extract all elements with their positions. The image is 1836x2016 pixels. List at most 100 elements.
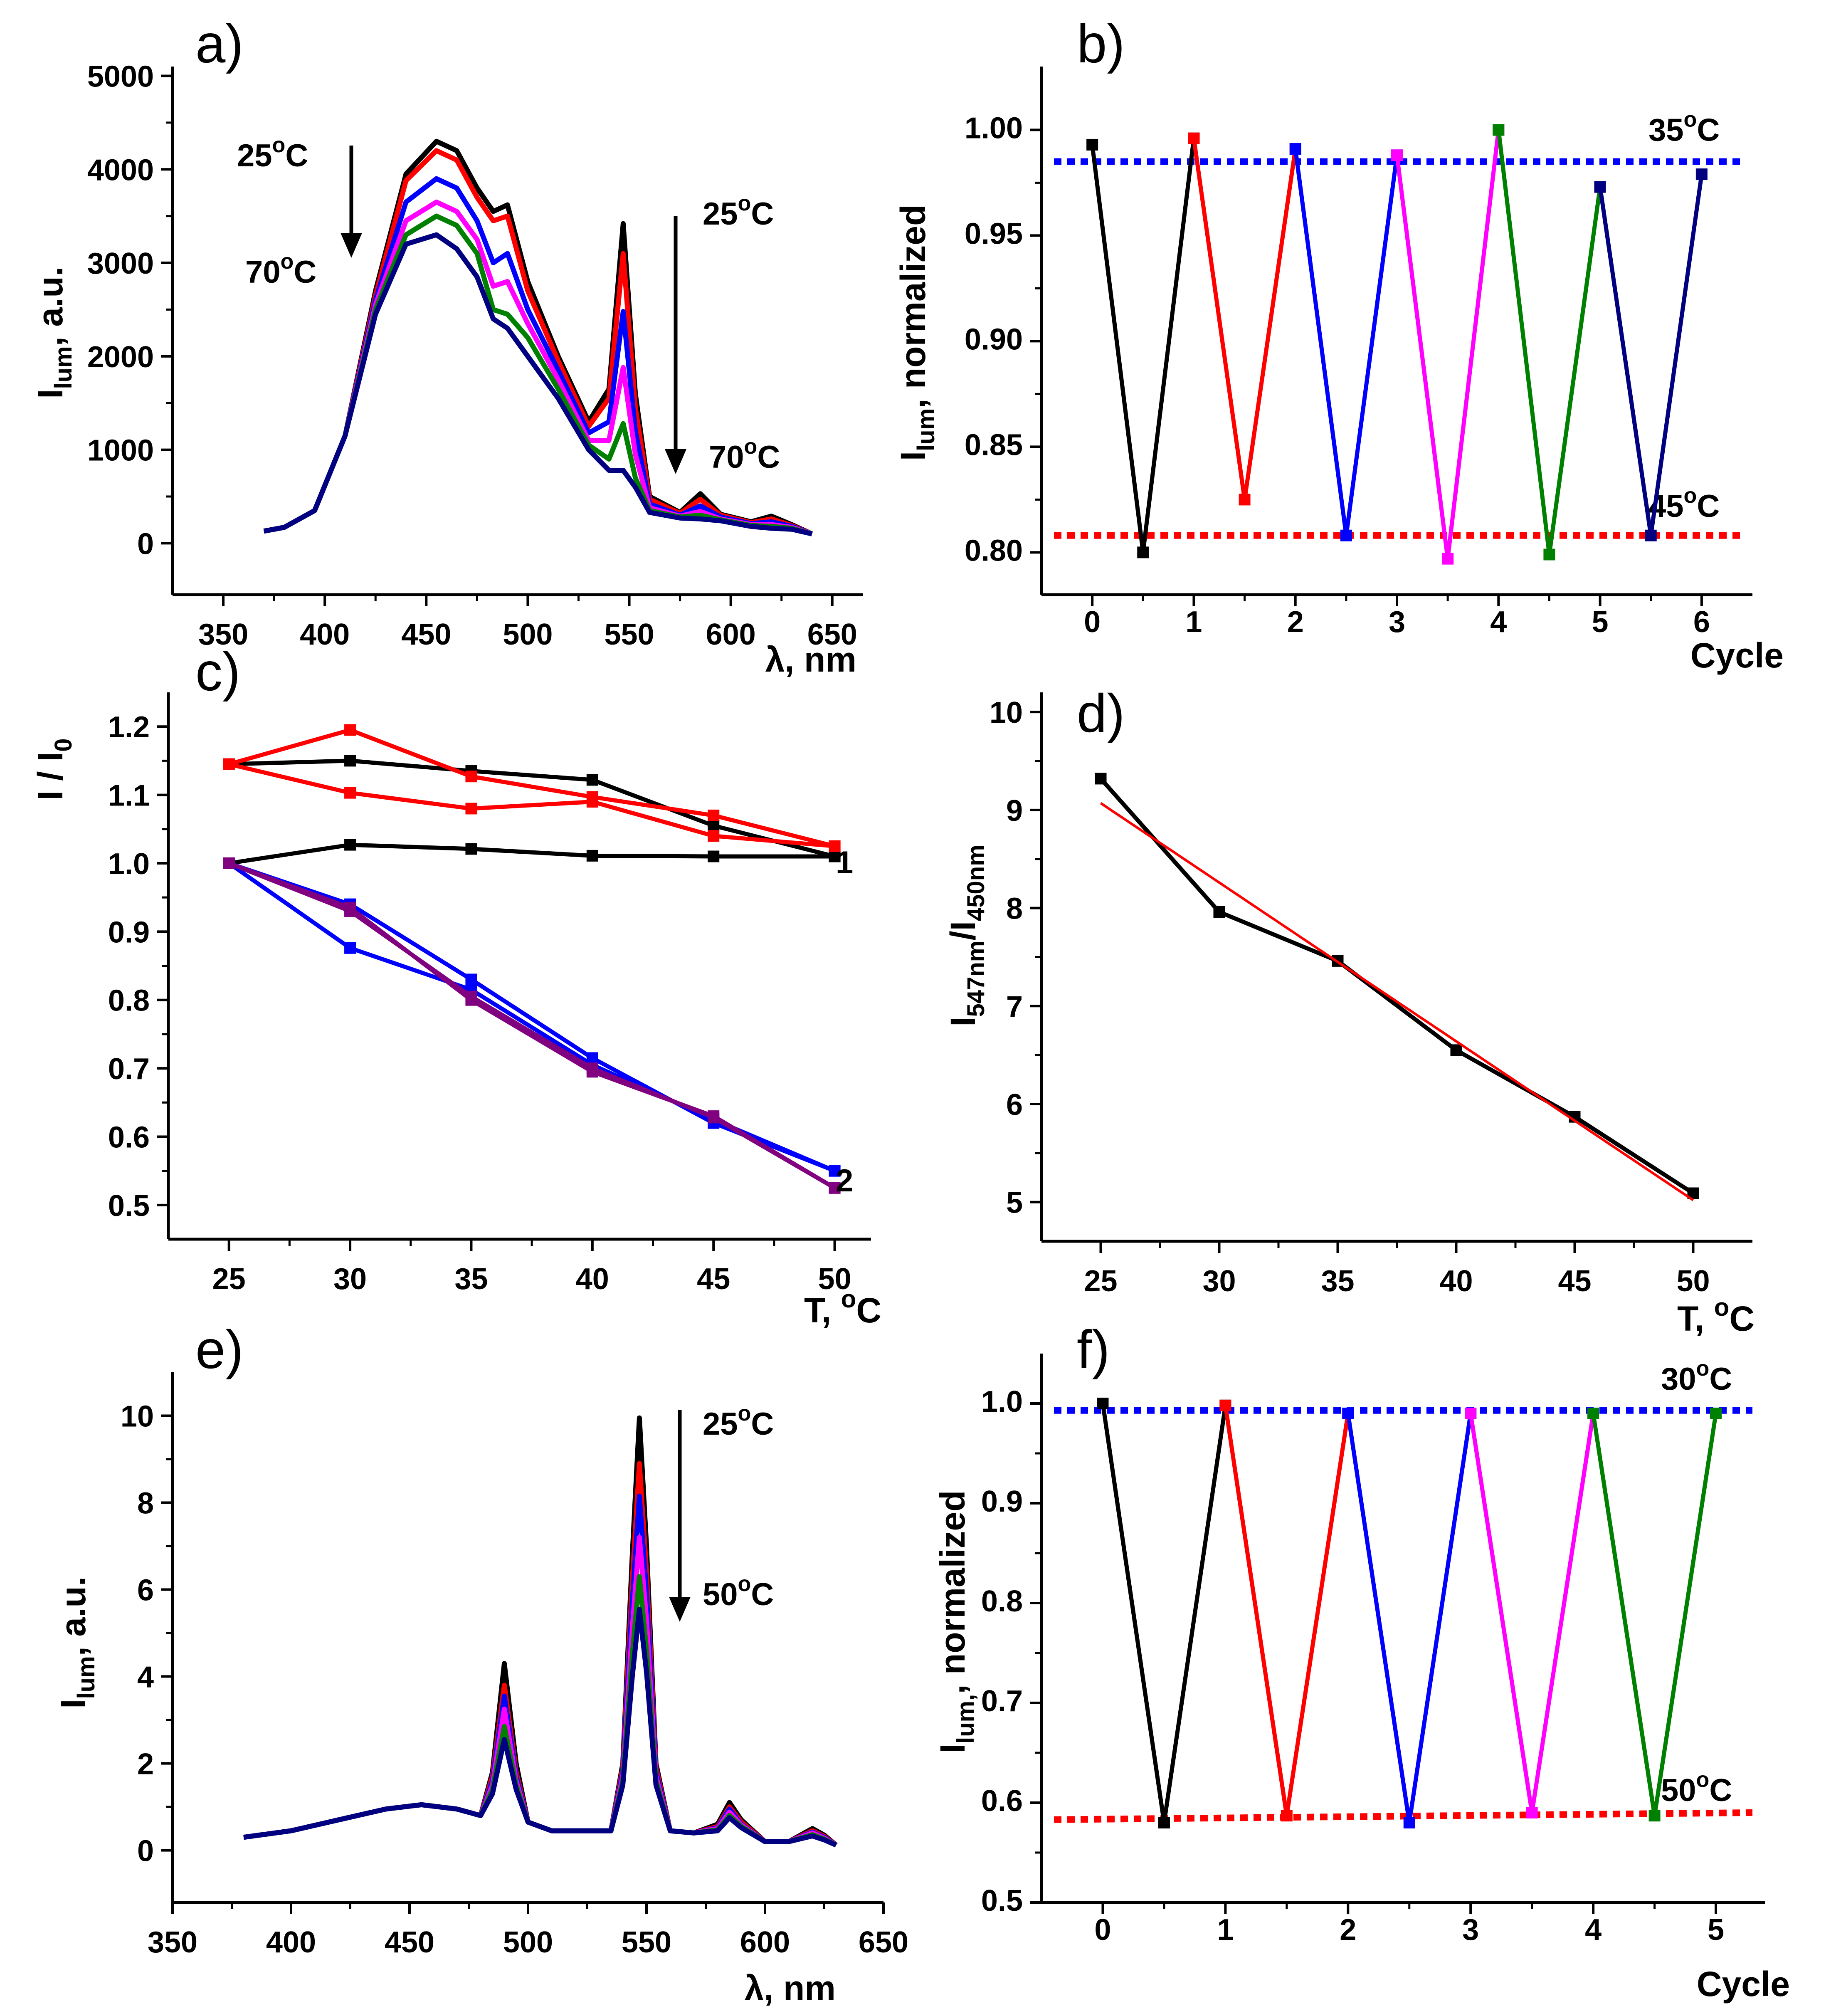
series-line [228, 842, 835, 865]
y-tick-label: 0.95 [965, 217, 1023, 250]
series-line [243, 1493, 838, 1848]
series-line [263, 232, 813, 536]
data-point [1587, 1408, 1599, 1419]
panel-label: f) [1077, 1319, 1110, 1380]
annotation-start-temp-unit: C [751, 1406, 774, 1442]
y-tick-label: 5 [1006, 1186, 1023, 1220]
y-tick-label: 3000 [87, 247, 154, 280]
annotation-start-temp: 25oC [703, 191, 774, 232]
data-point [1450, 1044, 1462, 1056]
panel-b: 0 1 2 3 4 5 6 0.80 0.85 0.90 0.95 1.00 b) Ilum, norma… [893, 13, 1784, 675]
y-tick-label: 2 [137, 1748, 154, 1781]
y-tick-label: 9 [1006, 794, 1023, 828]
x-tick-label: 550 [622, 1926, 671, 1959]
y-tick-label: 0.9 [108, 916, 150, 949]
data-point [1645, 529, 1657, 541]
y-tick-label: 0.7 [108, 1052, 150, 1086]
x-tick-label: 50 [1676, 1265, 1710, 1298]
y-tick-label: 1000 [87, 434, 154, 467]
x-tick-label: 30 [333, 1262, 367, 1296]
data-point [1340, 529, 1352, 541]
data-point [708, 809, 720, 821]
data-point [829, 1182, 841, 1194]
arrow-head [665, 449, 686, 474]
data-point [1648, 1810, 1661, 1822]
y-tick-label: 10 [990, 696, 1023, 729]
annotation-end-temp-degree: o [738, 1572, 751, 1596]
y-tick-label: 8 [1006, 892, 1023, 926]
data-point [465, 771, 477, 783]
y-tick-label: 0 [137, 527, 154, 561]
data-point [344, 942, 356, 954]
y-tick-label: 1.2 [108, 711, 150, 744]
x-tick-label: 40 [576, 1262, 609, 1296]
arrow-head [669, 1597, 691, 1622]
data-point [1403, 1817, 1415, 1828]
y-title-main: I [933, 1744, 972, 1753]
panel-e: 350 400 450 500 550 600 650 0 2 4 6 8 10 e) Ilum, a.u.… [54, 1319, 908, 2008]
annotation-end-temp-value: 70 [709, 440, 744, 475]
series-line [1101, 1403, 1228, 1825]
series-line [243, 1606, 837, 1848]
series-line [1598, 174, 1704, 538]
data-point [344, 839, 356, 851]
series-line [228, 861, 836, 1190]
reference-label-value: 30 [1661, 1361, 1696, 1397]
x-tick-label: 2 [1287, 605, 1304, 639]
series-line [1496, 129, 1602, 557]
data-point [586, 774, 598, 786]
series-line [229, 758, 835, 859]
y-title-subscript: 0 [50, 739, 77, 752]
series-line [1090, 138, 1196, 555]
data-point [1213, 906, 1225, 918]
reference-label: 30oC [1661, 1356, 1732, 1397]
x-axis-title: Cycle [1690, 636, 1784, 675]
annotation-end-temp-unit: C [757, 440, 780, 475]
data-point [1493, 124, 1505, 136]
y-tick-label: 7 [1006, 990, 1023, 1023]
reference-label-degree: o [1696, 1356, 1710, 1381]
annotation-start-temp-value: 25 [703, 1406, 738, 1442]
data-point [1342, 1408, 1354, 1419]
y-tick-label: 10 [121, 1400, 154, 1433]
arrow-head [341, 233, 362, 258]
x-title-degree: o [841, 1285, 856, 1313]
y-axis-title: Ilum, a.u. [31, 267, 77, 399]
x-title-text: T, [1677, 1299, 1714, 1338]
y-tick-label: 5000 [87, 60, 154, 93]
x-tick-label: 0 [1084, 605, 1101, 639]
y-title-subscript: lum [73, 1656, 100, 1699]
y-axis-title: I / I0 [31, 739, 77, 800]
x-axis-title: λ, nm [745, 1969, 836, 2008]
x-tick-label: 40 [1439, 1265, 1473, 1298]
y-axis-title: I547nm/I450nm [943, 845, 990, 1027]
y-tick-label: 0.8 [108, 984, 150, 1018]
data-point [1239, 494, 1251, 506]
series-line [1099, 777, 1695, 1195]
data-point [1695, 168, 1708, 180]
reference-label: 35oC [1648, 108, 1720, 148]
y-tick-label: 1.0 [108, 847, 150, 881]
annotation-start-temp-unit: C [751, 196, 774, 232]
x-axis-title: T, oC [804, 1285, 881, 1330]
data-point [223, 758, 235, 770]
data-point [344, 724, 356, 736]
reference-label-value: 50 [1661, 1773, 1696, 1808]
y-tick-label: 6 [137, 1574, 154, 1607]
data-point [1526, 1807, 1538, 1818]
x-tick-label: 450 [401, 618, 451, 651]
annotation-end-temp-degree: o [281, 250, 294, 274]
reference-label-degree: o [1684, 108, 1697, 132]
y-title-subscript: lum [913, 408, 940, 451]
data-point [344, 787, 356, 799]
data-point [223, 857, 235, 869]
y-axis-title: Ilum, a.u. [54, 1576, 100, 1709]
reference-label-unit: C [1709, 1773, 1732, 1808]
data-point [1188, 132, 1200, 144]
y-tick-label: 0.6 [981, 1784, 1023, 1818]
y-title-tail: , normalized [933, 1490, 972, 1694]
x-tick-label: 350 [148, 1926, 197, 1959]
annotation-end-temp: 70oC [709, 435, 780, 475]
data-point [344, 755, 356, 767]
annotation-end-temp: 50oC [703, 1572, 774, 1612]
